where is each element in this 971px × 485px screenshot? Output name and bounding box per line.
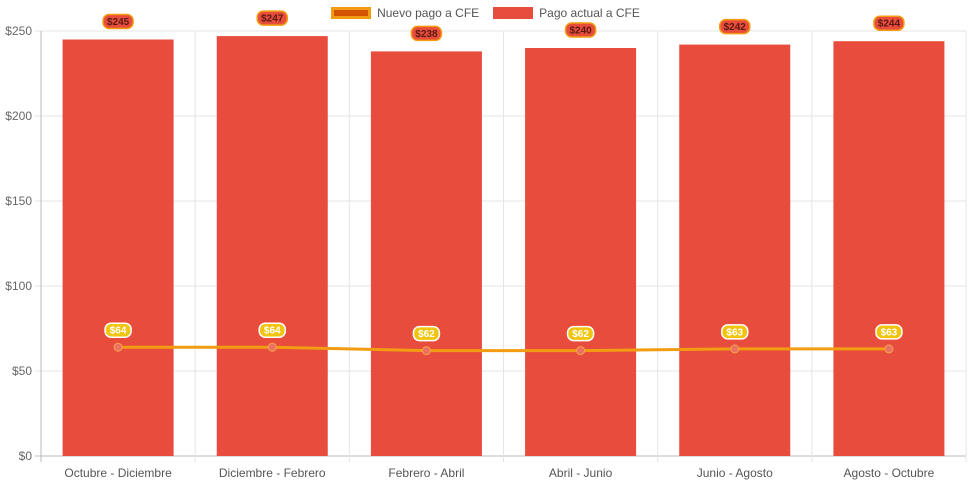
line-data-label-bg <box>412 325 441 342</box>
bar-data-label: $247 <box>261 14 284 25</box>
line-data-label: $62 <box>418 329 435 340</box>
line-data-label-bg <box>875 324 903 340</box>
x-tick-label: Octubre - Diciembre <box>64 466 172 480</box>
series-line-nuevo-pago <box>118 345 889 353</box>
line-point[interactable] <box>884 344 894 354</box>
y-tick-label: $250 <box>5 24 32 38</box>
y-tick-label: $50 <box>12 364 32 378</box>
bar-data-label-bg <box>102 13 134 30</box>
bar-data-label: $240 <box>569 26 592 37</box>
line-data-label: $64 <box>110 326 127 337</box>
legend-swatch-bar <box>493 7 534 19</box>
y-tick-label: $0 <box>19 449 33 463</box>
bar-data-label-bg <box>410 25 443 42</box>
line-data-label: $64 <box>264 326 281 337</box>
legend-item-nuevo-pago[interactable]: Nuevo pago a CFE <box>331 6 479 20</box>
bar-data-label-bg <box>873 15 905 31</box>
line-point[interactable] <box>267 342 277 352</box>
bar[interactable] <box>370 51 482 457</box>
x-tick-label: Febrero - Abril <box>388 466 464 480</box>
bar-data-label: $238 <box>415 29 438 40</box>
x-tick-label: Junio - Agosto <box>697 466 773 480</box>
line-point[interactable] <box>113 342 123 352</box>
line-data-label-bg <box>104 322 132 338</box>
y-tick-label: $100 <box>5 279 32 293</box>
line-point[interactable] <box>730 344 740 354</box>
bar-data-label: $244 <box>878 19 901 30</box>
legend-item-pago-actual[interactable]: Pago actual a CFE <box>493 6 640 20</box>
bar-data-label-bg <box>256 10 288 26</box>
line-data-label: $63 <box>726 327 743 338</box>
bar-data-label: $245 <box>107 17 130 28</box>
line-data-label-bg <box>258 322 286 338</box>
y-tick-label: $200 <box>5 109 32 123</box>
bar[interactable] <box>62 39 174 457</box>
bar-data-label: $242 <box>724 22 747 33</box>
x-tick-label: Agosto - Octubre <box>844 466 935 480</box>
bar[interactable] <box>216 36 328 456</box>
bar[interactable] <box>679 44 791 456</box>
legend-swatch-line <box>331 7 372 19</box>
line-data-label: $63 <box>881 327 898 338</box>
bar[interactable] <box>525 48 637 456</box>
line-data-label-bg <box>566 325 595 342</box>
x-tick-label: Diciembre - Febrero <box>219 466 326 480</box>
line-data-label-bg <box>721 324 749 340</box>
bar-data-label-bg <box>564 22 597 38</box>
bar-data-label-bg <box>719 18 751 35</box>
bar[interactable] <box>833 41 945 456</box>
legend-label-nuevo-pago: Nuevo pago a CFE <box>377 6 480 20</box>
x-tick-label: Abril - Junio <box>549 466 613 480</box>
line-point[interactable] <box>421 346 431 356</box>
line-data-label: $62 <box>572 329 589 340</box>
legend-label-pago-actual: Pago actual a CFE <box>539 6 640 20</box>
y-tick-label: $150 <box>5 194 32 208</box>
chart-legend[interactable]: Nuevo pago a CFE Pago actual a CFE <box>0 6 971 20</box>
line-point[interactable] <box>576 346 586 356</box>
